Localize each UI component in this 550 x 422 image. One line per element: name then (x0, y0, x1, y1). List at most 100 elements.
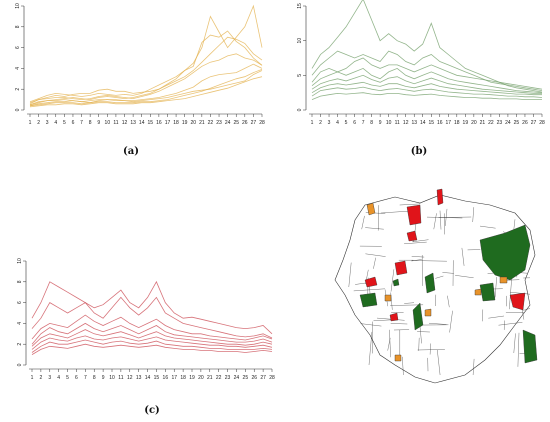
parcel-boundary (472, 358, 475, 376)
x-tick-label: 13 (136, 375, 142, 381)
x-tick-label: 23 (225, 375, 231, 381)
parcel-boundary (442, 272, 454, 274)
map-region-red (509, 292, 526, 311)
parcel-boundary (411, 260, 447, 262)
x-tick-label: 25 (233, 120, 239, 126)
x-tick-label: 11 (113, 120, 118, 126)
x-tick-label: 10 (386, 120, 392, 126)
x-tick-label: 21 (199, 120, 205, 126)
series-line-4 (31, 322, 273, 345)
y-tick-label: 8 (17, 280, 23, 283)
x-tick-label: 7 (362, 120, 365, 126)
x-tick-label: 26 (522, 120, 528, 126)
series-line-7 (29, 76, 263, 108)
x-tick-label: 22 (488, 120, 494, 126)
x-tick-label: 3 (48, 375, 51, 381)
x-tick-label: 2 (39, 375, 42, 381)
x-tick-label: 26 (251, 375, 257, 381)
series-line-4 (29, 53, 263, 104)
y-tick-label: 5 (297, 74, 303, 77)
parcel-boundary (433, 213, 437, 230)
parcel-boundary (390, 304, 424, 306)
map-region-red (406, 204, 422, 226)
x-tick-label: 17 (165, 120, 171, 126)
series-line-8 (31, 343, 273, 355)
series-line-6 (311, 81, 542, 96)
x-tick-label: 14 (145, 375, 151, 381)
x-tick-label: 6 (72, 120, 75, 126)
parcel-boundary (373, 257, 376, 269)
y-tick-label: 10 (17, 258, 23, 264)
parcel-boundary (455, 275, 474, 278)
parcel-boundary (509, 276, 512, 310)
map-region-green (412, 302, 424, 331)
x-tick-label: 4 (336, 120, 339, 126)
y-tick-label: 2 (15, 88, 21, 91)
x-tick-label: 27 (251, 120, 257, 126)
map-region-green (392, 278, 400, 287)
map-region-orange (424, 308, 432, 317)
parcel-boundary (494, 277, 497, 298)
parcel-boundary (447, 295, 450, 308)
series-line-5 (31, 329, 273, 347)
x-tick-label: 16 (437, 120, 443, 126)
y-tick-label: 0 (17, 363, 23, 366)
caption-c: (c) (144, 405, 160, 416)
x-tick-label: 27 (260, 375, 266, 381)
x-tick-label: 28 (539, 120, 545, 126)
series-line-4 (311, 67, 543, 94)
x-tick-label: 11 (118, 375, 123, 381)
parcel-boundary (353, 288, 385, 292)
y-tick-label: 4 (17, 322, 23, 325)
y-tick-label: 0 (15, 108, 21, 111)
x-tick-label: 28 (269, 375, 275, 381)
y-tick-label: 6 (15, 46, 21, 49)
series-line-2 (29, 30, 263, 103)
x-tick-label: 10 (109, 375, 115, 381)
x-tick-label: 13 (130, 120, 136, 126)
x-tick-label: 19 (189, 375, 195, 381)
x-tick-label: 4 (54, 120, 57, 126)
series-line-7 (31, 339, 273, 353)
series-line-6 (29, 70, 263, 106)
x-tick-label: 24 (225, 120, 231, 126)
parcel-boundary (348, 262, 352, 288)
parcel-boundary (365, 227, 384, 230)
x-tick-label: 7 (84, 375, 87, 381)
x-tick-label: 11 (395, 120, 400, 126)
x-tick-label: 6 (75, 375, 78, 381)
x-tick-label: 13 (411, 120, 417, 126)
x-tick-label: 10 (105, 120, 111, 126)
parcel-boundary (437, 349, 441, 376)
parcel-boundary (435, 275, 444, 279)
parcel-boundary (488, 315, 505, 319)
x-tick-label: 26 (242, 120, 248, 126)
parcel-boundary (389, 329, 391, 358)
x-tick-label: 25 (514, 120, 520, 126)
caption-b: (b) (410, 146, 428, 157)
parcel-boundary (368, 331, 373, 366)
x-tick-label: 5 (63, 120, 66, 126)
map-region-orange (474, 288, 482, 296)
x-tick-label: 18 (173, 120, 179, 126)
map-region-green (479, 282, 496, 302)
x-tick-label: 18 (454, 120, 460, 126)
x-tick-label: 12 (403, 120, 409, 126)
x-tick-label: 19 (463, 120, 469, 126)
parcel-boundary (417, 349, 445, 351)
map-region-orange (366, 202, 376, 216)
series-line-5 (29, 63, 263, 107)
x-tick-label: 22 (208, 120, 214, 126)
x-tick-label: 14 (420, 120, 426, 126)
series-line-1 (29, 4, 263, 105)
caption-a: (a) (123, 146, 139, 157)
x-tick-label: 2 (37, 120, 40, 126)
parcel-boundary (360, 323, 382, 327)
y-tick-label: 10 (15, 3, 21, 9)
x-tick-label: 21 (480, 120, 486, 126)
x-tick-label: 8 (370, 120, 373, 126)
x-tick-label: 9 (97, 120, 100, 126)
series-line-2 (311, 50, 543, 91)
parcel-boundary (417, 331, 430, 333)
x-tick-label: 5 (345, 120, 348, 126)
